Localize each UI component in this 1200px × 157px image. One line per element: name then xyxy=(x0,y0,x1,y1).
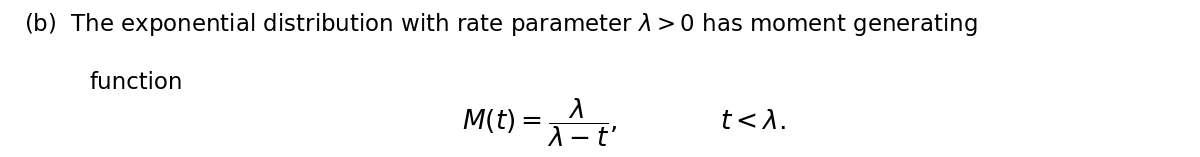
Text: function: function xyxy=(90,71,184,94)
Text: (b)  The exponential distribution with rate parameter $\lambda > 0$ has moment g: (b) The exponential distribution with ra… xyxy=(24,11,978,38)
Text: $M(t) = \dfrac{\lambda}{\lambda - t},$: $M(t) = \dfrac{\lambda}{\lambda - t},$ xyxy=(462,96,618,149)
Text: $t < \lambda.$: $t < \lambda.$ xyxy=(720,109,786,135)
